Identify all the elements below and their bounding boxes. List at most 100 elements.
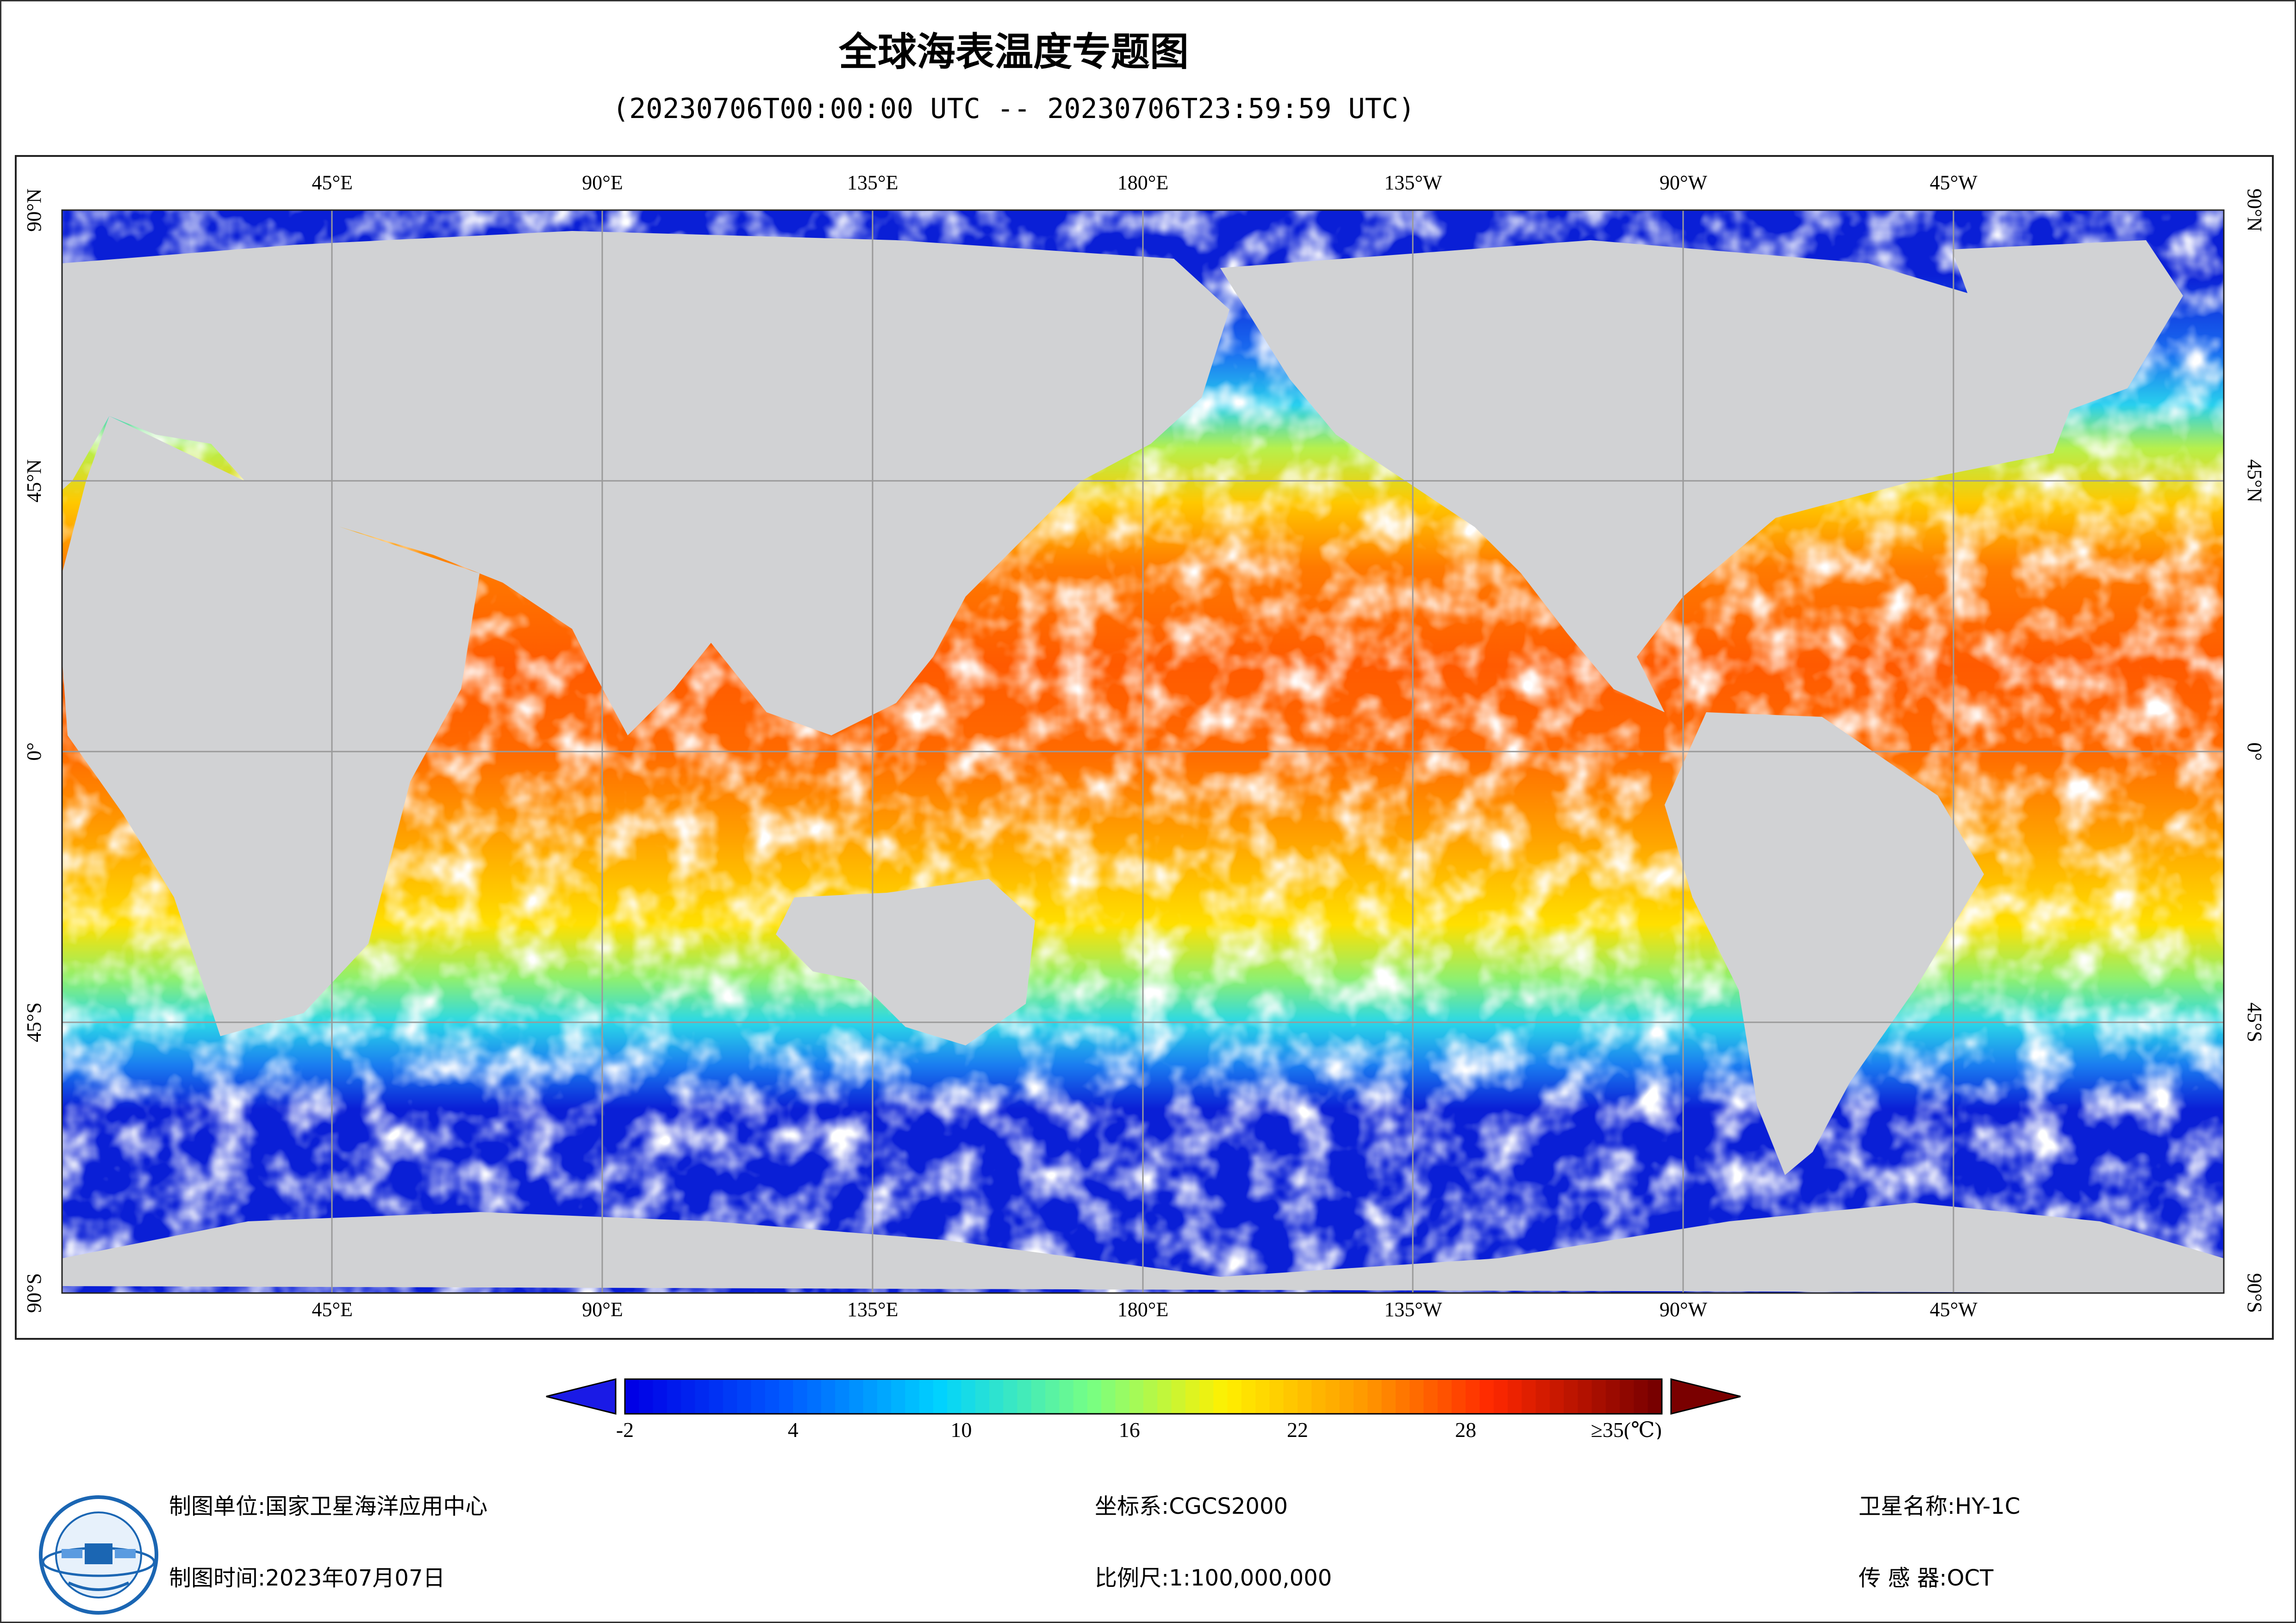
lon-label-bottom: 45°W [1930,1298,1978,1321]
continent-greenland [1952,240,2183,416]
colorbar-segment [765,1379,780,1414]
lon-label-top: 90°E [582,171,623,194]
sensor-label: 传 感 器: [1859,1565,1947,1591]
colorbar-segment [1157,1379,1172,1414]
colorbar-segment [961,1379,976,1414]
colorbar-segment [1578,1379,1592,1414]
colorbar-segment [639,1379,654,1414]
lat-label-right: 45°N [2243,459,2266,502]
colorbar-segment [1283,1379,1298,1414]
colorbar-segment [1549,1379,1564,1414]
lon-label-bottom: 180°E [1117,1298,1168,1321]
colorbar-segment [1115,1379,1130,1414]
colorbar-segment [1423,1379,1438,1414]
colorbar-segment [821,1379,836,1414]
colorbar-segment [807,1379,822,1414]
map-unit-value: 国家卫星海洋应用中心 [265,1493,488,1519]
colorbar-segment [849,1379,864,1414]
colorbar-segment [1143,1379,1158,1414]
lat-label-left: 45°S [23,1002,45,1042]
colorbar-segment [891,1379,906,1414]
colorbar-segment [793,1379,808,1414]
colorbar-segment [1367,1379,1382,1414]
lon-label-bottom: 90°E [582,1298,623,1321]
continent-south-america [1665,712,1984,1175]
colorbar-segment [1185,1379,1200,1414]
crs-label: 坐标系: [1095,1493,1169,1519]
map-time-label: 制图时间: [169,1565,266,1591]
colorbar-segment [1493,1379,1508,1414]
colorbar-segment [863,1379,878,1414]
lon-label-top: 135°W [1384,171,1442,194]
map-scale: 比例尺:1:100,000,000 [1095,1560,1332,1592]
sst-map: 45°E 90°E 135°E 180°E 135°W 90°W 45°W 45°E 90°E… [23,171,2266,1321]
colorbar-frame [624,1378,1663,1415]
map-time-value: 2023年07月07日 [265,1565,445,1591]
colorbar-segment [1241,1379,1256,1414]
continent-eurasia-africa [62,231,1229,735]
map-subtitle: (20230706T00:00:00 UTC -- 20230706T23:59… [612,93,1415,125]
lat-label-right: 0° [2243,742,2266,761]
colorbar-segment [1087,1379,1102,1414]
colorbar-segment [779,1379,793,1414]
colorbar-segment [877,1379,892,1414]
colorbar: -2 4 10 16 22 28 ≥35(℃) [542,1370,1745,1442]
colorbar-segment [975,1379,990,1414]
nsoas-logo-icon [39,1495,158,1615]
land-layer [62,231,2224,1293]
lat-label-right: 90°S [2243,1273,2266,1313]
colorbar-segment [1129,1379,1144,1414]
colorbar-tick-label: 16 [1119,1418,1140,1439]
continent-north-america [1220,240,2100,712]
colorbar-segment [1297,1379,1312,1414]
colorbar-segment [989,1379,1004,1414]
lon-labels-bottom: 45°E 90°E 135°E 180°E 135°W 90°W 45°W [312,1298,1978,1321]
colorbar-segment [709,1379,724,1414]
colorbar-tick-label: 4 [788,1418,799,1439]
colorbar-over-arrow [1670,1378,1741,1415]
lon-label-bottom: 45°E [312,1298,353,1321]
colorbar-segment [653,1379,668,1414]
colorbar-segment [751,1379,766,1414]
colorbar-segment [695,1379,710,1414]
lat-label-left: 0° [23,742,45,761]
lat-label-left: 45°N [23,459,45,502]
colorbar-segment [1535,1379,1550,1414]
colorbar-segment [1199,1379,1214,1414]
colorbar-segment [905,1379,920,1414]
colorbar-segment [1522,1379,1536,1414]
colorbar-segment [947,1379,962,1414]
continent-africa [62,416,480,1036]
colorbar-segment [737,1379,752,1414]
lon-label-bottom: 135°E [847,1298,898,1321]
colorbar-segment [1508,1379,1522,1414]
colorbar-segment [1479,1379,1494,1414]
colorbar-segment [1255,1379,1270,1414]
lat-label-left: 90°S [23,1273,45,1313]
sensor: 传 感 器:OCT [1859,1560,1993,1592]
lat-label-right: 45°S [2243,1002,2266,1042]
lon-label-top: 180°E [1117,171,1168,194]
crs: 坐标系:CGCS2000 [1095,1488,1288,1520]
colorbar-segment [667,1379,681,1414]
map-scale-label: 比例尺: [1095,1565,1169,1591]
colorbar-segment [1410,1379,1424,1414]
colorbar-segment [625,1379,639,1414]
colorbar-segment [919,1379,934,1414]
colorbar-segment [681,1379,695,1414]
colorbar-segment [1437,1379,1452,1414]
map-time: 制图时间:2023年07月07日 [169,1560,445,1592]
colorbar-segment [1647,1379,1662,1414]
map-plot-area [62,210,2224,1293]
colorbar-segment [723,1379,737,1414]
map-frame: 45°E 90°E 135°E 180°E 135°W 90°W 45°W 45°E 90°E… [15,155,2274,1340]
satellite-name-label: 卫星名称: [1859,1493,1955,1519]
map-unit-label: 制图单位: [169,1493,266,1519]
satellite-name: 卫星名称:HY-1C [1859,1488,2020,1520]
colorbar-segment [1354,1379,1368,1414]
colorbar-segment [1227,1379,1242,1414]
lon-labels-top: 45°E 90°E 135°E 180°E 135°W 90°W 45°W [312,171,1978,194]
colorbar-segment [1634,1379,1648,1414]
satellite-name-value: HY-1C [1955,1493,2021,1519]
lon-label-top: 45°W [1930,171,1978,194]
